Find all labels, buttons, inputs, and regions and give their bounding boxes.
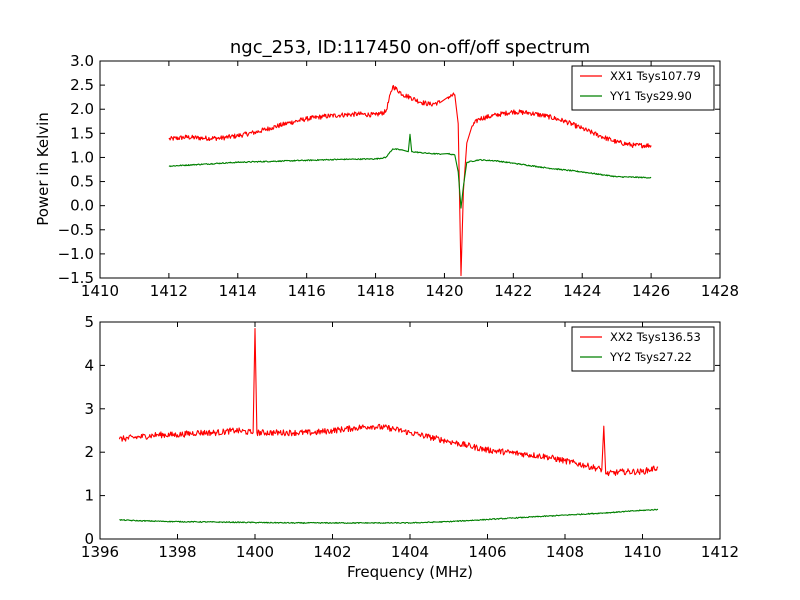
y-tick-label: 3	[84, 400, 94, 418]
x-tick-label: 1422	[494, 282, 532, 300]
series-line-xx1	[168, 84, 652, 277]
series-line-xx2	[118, 327, 659, 477]
panel-2: 1396 1398 1400 1402 1404 1406 1408 1410 1412 0 1 2 3…	[81, 313, 739, 561]
y-axis-label: Power in Kelvin	[34, 112, 52, 226]
panel-1: 1410 1412 1414 1416 1418 1420 1422 1424 1426 1428…	[58, 52, 740, 300]
plot-frame-1	[99, 60, 721, 279]
y-tick-label: 0.5	[70, 173, 94, 191]
y-tick-label: 1.5	[70, 124, 94, 142]
y-tick-label: 1	[84, 487, 94, 505]
x-tick-label: 1396	[81, 543, 119, 561]
y-tick-label: 0.0	[70, 197, 94, 215]
y-tick-label: 3.0	[70, 52, 94, 70]
x-tick-label: 1398	[158, 543, 196, 561]
x-tick-label: 1412	[150, 282, 188, 300]
legend-box	[571, 326, 715, 372]
x-tick-label: 1408	[546, 543, 584, 561]
x-tick-label: 1414	[219, 282, 257, 300]
x-tick-label: 1412	[701, 543, 739, 561]
x-tick-label: 1400	[236, 543, 274, 561]
legend-1: XX1 Tsys107.79 YY1 Tsys29.90	[571, 65, 715, 111]
y-tick-label: −1.5	[58, 269, 94, 287]
y-tick-label: 1.0	[70, 148, 94, 166]
series-line-yy2	[119, 508, 659, 525]
x-tick-label: 1420	[425, 282, 463, 300]
series-line-yy1	[168, 133, 652, 209]
figure-title: ngc_253, ID:117450 on-off/off spectrum	[230, 37, 590, 58]
legend-label: XX2 Tsys136.53	[610, 330, 701, 344]
x-tick-label: 1406	[468, 543, 506, 561]
y-tick-label: 2.5	[70, 76, 94, 94]
y-tick-label: 5	[84, 313, 94, 331]
y-tick-label: 4	[84, 356, 94, 374]
legend-2: XX2 Tsys136.53 YY2 Tsys27.22	[571, 326, 715, 372]
legend-box	[571, 65, 715, 111]
y-tick-label: −1.0	[58, 245, 94, 263]
legend-label: XX1 Tsys107.79	[610, 69, 701, 83]
y-tick-label: −0.5	[58, 221, 94, 239]
x-tick-label: 1426	[632, 282, 670, 300]
x-tick-label: 1428	[701, 282, 739, 300]
x-tick-label: 1410	[81, 282, 119, 300]
x-tick-label: 1424	[563, 282, 601, 300]
y-tick-label: 2.0	[70, 100, 94, 118]
y-tick-label: 0	[84, 530, 94, 548]
x-tick-label: 1402	[313, 543, 351, 561]
legend-label: YY1 Tsys29.90	[609, 89, 692, 103]
legend-label: YY2 Tsys27.22	[609, 350, 692, 364]
y-tick-label: 2	[84, 443, 94, 461]
x-tick-label: 1404	[391, 543, 429, 561]
x-tick-label: 1418	[356, 282, 394, 300]
x-tick-label: 1416	[288, 282, 326, 300]
x-axis-label: Frequency (MHz)	[347, 563, 473, 581]
x-tick-label: 1410	[623, 543, 661, 561]
